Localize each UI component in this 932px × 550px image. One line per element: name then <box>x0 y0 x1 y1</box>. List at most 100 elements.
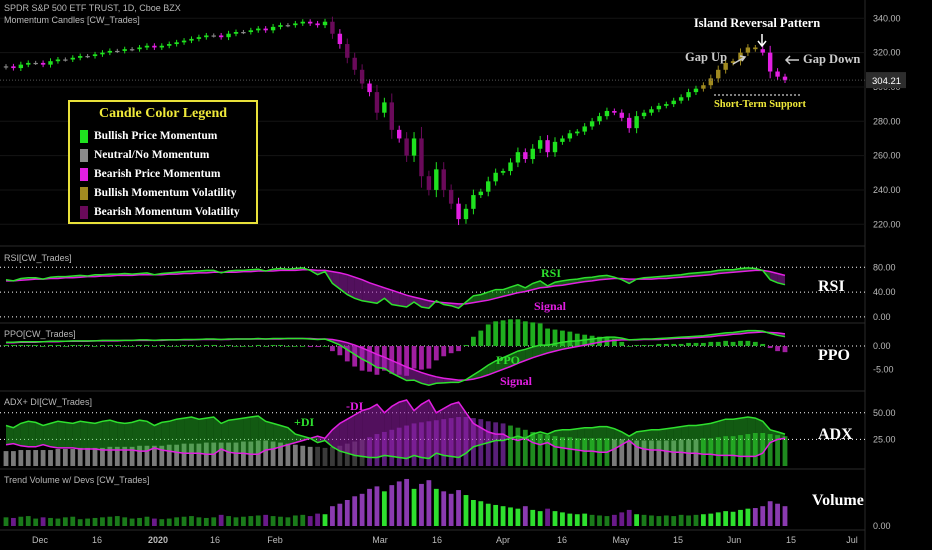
fill-band <box>443 404 452 457</box>
adx-bar <box>752 433 758 466</box>
volume-bar <box>137 517 142 526</box>
candle-body <box>701 85 706 89</box>
fill-band <box>169 419 177 453</box>
volume-bar <box>263 514 269 526</box>
legend-label: Bearish Price Momentum <box>94 168 221 180</box>
volume-bar <box>760 506 766 526</box>
ppo-histogram-bar <box>330 346 335 352</box>
adx-bar <box>25 450 31 466</box>
candle-body <box>619 112 624 118</box>
ppo-histogram-bar <box>285 346 291 347</box>
candle-body <box>678 97 684 101</box>
ppo-histogram-bar <box>552 329 558 346</box>
volume-bar <box>619 512 625 526</box>
volume-bar <box>574 514 580 526</box>
adx-bar <box>715 437 721 466</box>
fill-band <box>339 340 348 350</box>
ppo-histogram-bar <box>11 344 16 346</box>
fill-band <box>28 421 36 447</box>
adx-bar <box>708 438 714 466</box>
price-pane[interactable] <box>0 16 865 226</box>
adx-bar <box>485 421 491 466</box>
ppo-histogram-bar <box>270 344 276 346</box>
ppo-signal-label: Signal <box>500 374 533 388</box>
ppo-histogram-bar <box>537 323 543 346</box>
ppo-histogram-bar <box>107 344 113 346</box>
volume-bar <box>485 503 491 526</box>
legend-swatch <box>80 205 88 219</box>
time-tick-label: Mar <box>372 535 388 545</box>
candle-body <box>448 189 454 204</box>
fill-band <box>495 357 504 373</box>
adx-bar <box>760 433 766 466</box>
legend-swatch <box>80 148 88 162</box>
candle-body <box>233 32 239 34</box>
ppo-histogram-bar <box>33 344 39 346</box>
candle-body <box>48 61 53 65</box>
adx-bar <box>782 436 788 466</box>
candle-body <box>270 26 276 31</box>
adx-pane[interactable] <box>0 398 865 466</box>
candle-body <box>730 61 736 63</box>
candle-body <box>322 21 328 26</box>
volume-pane[interactable] <box>3 478 788 526</box>
fill-band <box>599 426 607 453</box>
ppo-histogram-bar <box>151 346 157 347</box>
ppo-histogram-bar <box>478 330 484 346</box>
adx-bar <box>292 444 298 466</box>
candle-body <box>397 129 402 139</box>
minus-di-line <box>5 398 786 458</box>
ppo-histogram-bar <box>70 344 76 346</box>
ppo-line <box>6 329 786 386</box>
time-tick-label: 2020 <box>148 535 168 545</box>
symbol-title: SPDR S&P 500 ETF TRUST, 1D, Cboe BZX <box>4 3 181 13</box>
volume-bar <box>456 490 461 526</box>
fill-band <box>265 421 274 450</box>
fill-band <box>332 423 340 452</box>
adx-bar <box>278 442 283 466</box>
volume-bar <box>48 517 53 526</box>
adx-bar <box>560 437 565 466</box>
volume-bar <box>671 516 677 526</box>
volume-bar <box>330 506 335 526</box>
gap-down-label: Gap Down <box>803 52 860 66</box>
adx-bar <box>137 445 142 466</box>
candle-body <box>70 57 75 60</box>
fill-band <box>354 410 363 457</box>
ppo-histogram-bar <box>322 346 328 347</box>
volume-bar <box>344 500 350 526</box>
candle-body <box>307 21 313 24</box>
candle-body <box>716 69 721 79</box>
candle-body <box>775 71 780 77</box>
candle-body <box>367 83 372 93</box>
rsi-pane[interactable] <box>0 266 865 318</box>
ppo-histogram-bar <box>619 341 625 346</box>
ppo-histogram-bar <box>255 344 261 346</box>
annotations: Island Reversal Pattern Gap Up Gap Down Sho… <box>294 16 860 429</box>
fill-band <box>20 421 29 447</box>
volume-bar <box>189 516 194 526</box>
adx-bar <box>493 422 499 466</box>
ppo-pane[interactable] <box>0 319 865 386</box>
time-tick-label: Apr <box>496 535 510 545</box>
fill-band <box>495 434 504 441</box>
volume-bar <box>500 506 506 526</box>
rsi-tick-label: 40.00 <box>873 287 896 297</box>
ppo-histogram-bar <box>159 344 165 346</box>
volume-bar <box>144 516 150 526</box>
adx-bar <box>62 448 68 466</box>
volume-bar <box>463 495 469 526</box>
fill-band <box>161 421 170 452</box>
fill-band <box>540 431 548 445</box>
minus-di-label: -DI <box>346 399 364 413</box>
candle-body <box>33 62 38 65</box>
ppo-histogram-bar <box>597 336 602 346</box>
fill-band <box>569 428 578 450</box>
candle-body <box>144 45 150 48</box>
time-tick-label: 16 <box>92 535 102 545</box>
fill-band <box>414 369 422 384</box>
fill-band <box>206 417 214 455</box>
price-tick-label: 240.00 <box>873 185 901 195</box>
candle-body <box>471 195 476 209</box>
volume-bar <box>411 488 417 526</box>
